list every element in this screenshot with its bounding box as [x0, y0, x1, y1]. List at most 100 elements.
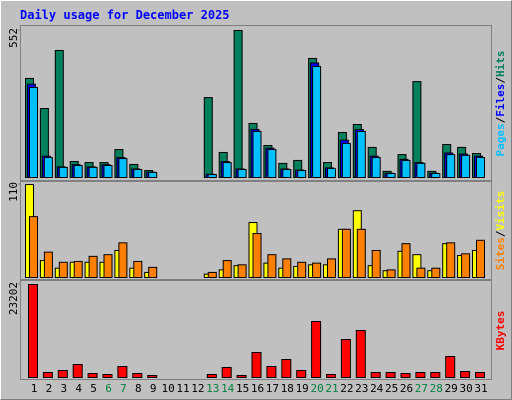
x-tick-label: 22 [340, 382, 353, 395]
bar [132, 372, 143, 379]
bar [461, 154, 471, 179]
x-tick-label: 13 [206, 382, 219, 395]
bar [102, 373, 113, 379]
bar [296, 369, 307, 378]
bar [207, 271, 217, 279]
bar [43, 251, 53, 279]
bar [370, 371, 381, 378]
bar [57, 369, 68, 378]
bar [206, 373, 217, 379]
legend-separator: / [494, 230, 507, 237]
legend: Pages/Files/Hits [494, 51, 507, 157]
legend-entry: Sites [494, 237, 507, 270]
bar [87, 372, 98, 379]
bar [476, 239, 485, 279]
bar [233, 30, 243, 178]
x-tick-label: 29 [445, 382, 458, 395]
x-tick-label: 8 [135, 382, 142, 395]
bar [29, 216, 38, 278]
bar [73, 260, 83, 279]
bar [222, 260, 232, 279]
bar [29, 86, 38, 178]
x-tick-label: 18 [281, 382, 294, 395]
bar [282, 258, 292, 278]
bar [237, 264, 247, 278]
x-tick-label: 14 [221, 382, 235, 395]
bar [147, 374, 158, 378]
bar [252, 130, 262, 179]
bar [207, 174, 217, 178]
bar [461, 253, 471, 278]
x-tick-label: 30 [459, 382, 472, 395]
bar [103, 165, 113, 179]
x-tick-label: 3 [60, 382, 67, 395]
x-tick-label: 16 [251, 382, 264, 395]
bar [117, 366, 128, 379]
bar [460, 370, 471, 378]
bar [341, 228, 351, 279]
bar [386, 173, 396, 178]
bar [148, 266, 158, 279]
legend-separator: / [494, 77, 507, 84]
bar [312, 65, 322, 178]
bar [371, 157, 381, 179]
bar [446, 154, 456, 178]
bar [371, 249, 381, 278]
bar [311, 321, 322, 378]
bar [356, 228, 366, 279]
bar [326, 373, 336, 379]
bar [222, 162, 232, 179]
bar [236, 374, 247, 378]
legend-entry: Files [494, 84, 507, 117]
bar [327, 258, 336, 278]
bar [28, 284, 38, 378]
bar [297, 170, 307, 178]
bar [401, 243, 411, 279]
x-tick-label: 25 [385, 382, 398, 395]
x-tick-label: 28 [430, 382, 443, 395]
x-tick-label: 19 [296, 382, 309, 395]
legend: KBytes [494, 311, 507, 351]
bar [416, 267, 426, 279]
bar [385, 371, 396, 378]
bar [430, 371, 441, 378]
x-tick-label: 15 [236, 382, 249, 395]
legend-entry: Hits [494, 51, 507, 78]
bar [43, 157, 53, 179]
y-tick-label: 23202 [7, 282, 20, 315]
bar [327, 167, 336, 178]
bar [446, 242, 456, 278]
x-tick-label: 27 [415, 382, 428, 395]
bar [340, 339, 351, 379]
bar [445, 355, 456, 379]
x-tick-label: 7 [120, 382, 127, 395]
bar [237, 169, 247, 178]
legend-entry: KBytes [494, 311, 507, 351]
bar [356, 130, 366, 179]
x-tick-label: 31 [474, 382, 487, 395]
x-tick-label: 17 [266, 382, 279, 395]
bar [133, 260, 143, 279]
bar [281, 359, 292, 378]
bar [386, 269, 396, 278]
x-tick-label: 20 [310, 382, 323, 395]
bar [72, 364, 83, 378]
bar [266, 366, 277, 379]
bar [118, 158, 128, 178]
x-tick-label: 10 [161, 382, 174, 395]
bar [118, 242, 128, 278]
bar [415, 371, 426, 378]
bar [431, 173, 441, 178]
bar [341, 142, 351, 178]
y-tick-label: 552 [7, 28, 20, 48]
legend: Sites/Visits [494, 191, 507, 271]
bar [88, 255, 98, 279]
bar [282, 169, 292, 178]
bar [221, 366, 232, 378]
chart-title: Daily usage for December 2025 [20, 8, 230, 22]
x-tick-label: 11 [176, 382, 189, 395]
x-tick-label: 12 [191, 382, 204, 395]
